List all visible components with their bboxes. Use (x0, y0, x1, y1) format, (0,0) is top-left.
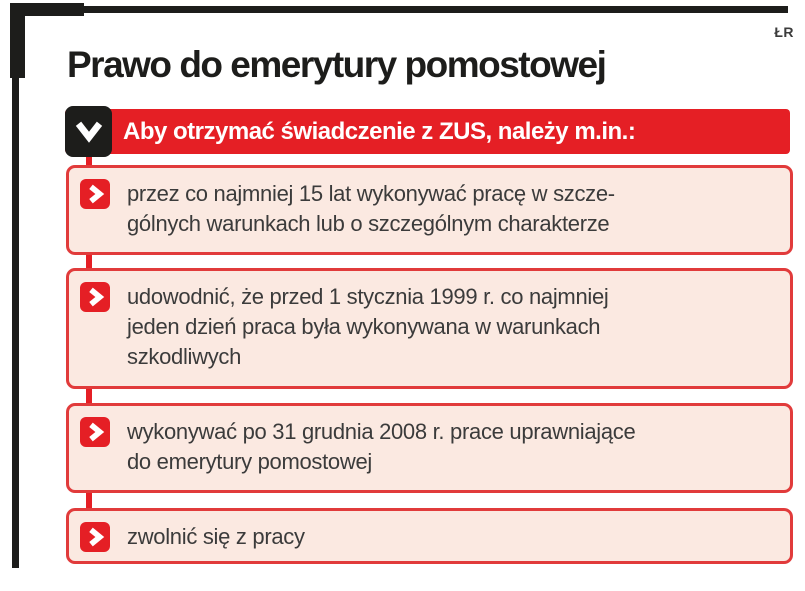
chevron-right-icon (80, 282, 110, 312)
list-item: zwolnić się z pracy (66, 508, 793, 564)
frame-left-corner-segment (10, 3, 25, 78)
chevron-right-icon (80, 179, 110, 209)
header-bar: Aby otrzymać świadczenie z ZUS, należy m… (65, 109, 790, 154)
list-item: przez co najmniej 15 lat wykonywać pracę… (66, 165, 793, 255)
list-item-text: przez co najmniej 15 lat wykonywać pracę… (127, 181, 615, 236)
list-item: wykonywać po 31 grudnia 2008 r. prace up… (66, 403, 793, 493)
chevron-right-icon (80, 522, 110, 552)
frame-left-line (12, 70, 19, 568)
header-label: Aby otrzymać świadczenie z ZUS, należy m… (123, 117, 636, 145)
chevron-right-icon (80, 417, 110, 447)
frame-top-line (10, 6, 788, 13)
author-credit: ŁR (774, 24, 794, 40)
list-item-text: zwolnić się z pracy (127, 524, 305, 549)
chevron-right-glyph (89, 422, 105, 442)
frame-top-corner-segment (10, 3, 84, 16)
chevron-right-glyph (89, 287, 105, 307)
chevron-down-icon (65, 106, 112, 157)
chevron-right-glyph (89, 527, 105, 547)
chevron-down-glyph (75, 121, 102, 143)
chevron-right-glyph (89, 184, 105, 204)
list-item-text: wykonywać po 31 grudnia 2008 r. prace up… (127, 419, 636, 474)
page-title: Prawo do emerytury pomostowej (67, 44, 607, 85)
list-item-text: udowodnić, że przed 1 stycznia 1999 r. c… (127, 284, 609, 369)
list-item: udowodnić, że przed 1 stycznia 1999 r. c… (66, 268, 793, 389)
